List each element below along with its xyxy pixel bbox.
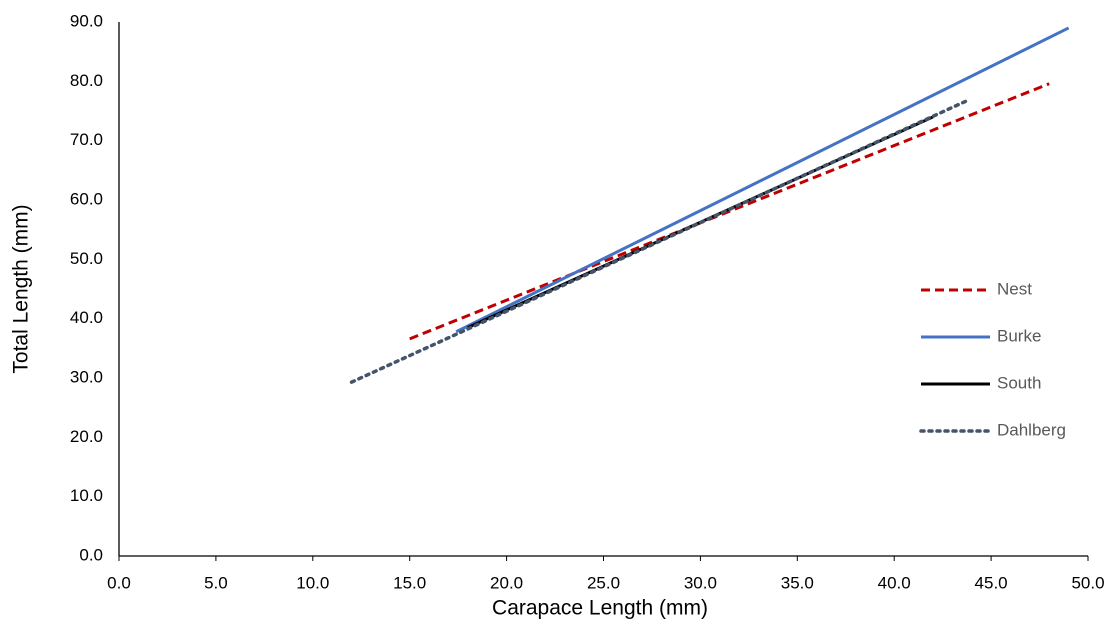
legend-label: South <box>997 373 1041 392</box>
series-line <box>349 98 970 384</box>
y-tick-label: 20.0 <box>70 427 103 446</box>
y-tick-label: 0.0 <box>79 545 103 564</box>
x-tick-label: 5.0 <box>204 573 228 592</box>
y-tick-label: 30.0 <box>70 367 103 386</box>
y-tick-label: 50.0 <box>70 249 103 268</box>
y-tick-label: 60.0 <box>70 189 103 208</box>
legend-label: Dahlberg <box>997 420 1066 439</box>
legend-label: Burke <box>997 326 1041 345</box>
x-tick-label: 50.0 <box>1071 573 1104 592</box>
y-tick-label: 70.0 <box>70 130 103 149</box>
x-tick-label: 35.0 <box>781 573 814 592</box>
series-line <box>409 82 1050 341</box>
y-tick-label: 10.0 <box>70 486 103 505</box>
x-tick-label: 30.0 <box>684 573 717 592</box>
x-tick-label: 25.0 <box>587 573 620 592</box>
y-tick-label: 90.0 <box>70 11 103 30</box>
x-tick-label: 45.0 <box>975 573 1008 592</box>
series-line <box>455 26 1070 334</box>
x-tick-label: 0.0 <box>107 573 131 592</box>
x-tick-label: 15.0 <box>393 573 426 592</box>
y-tick-label: 80.0 <box>70 71 103 90</box>
y-axis-title: Total Length (mm) <box>10 204 33 373</box>
x-axis-title: Carapace Length (mm) <box>492 597 708 620</box>
y-tick-label: 40.0 <box>70 308 103 327</box>
x-tick-label: 10.0 <box>296 573 329 592</box>
legend-label: Nest <box>997 279 1032 298</box>
x-tick-label: 20.0 <box>490 573 523 592</box>
x-tick-label: 40.0 <box>878 573 911 592</box>
